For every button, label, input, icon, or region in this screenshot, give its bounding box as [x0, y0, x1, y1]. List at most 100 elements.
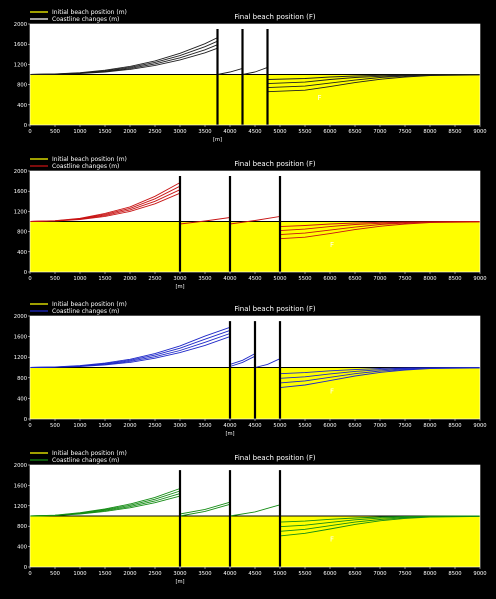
y-tick-label: 1200	[14, 504, 27, 510]
x-tick-label: 1000	[73, 423, 86, 429]
x-tick-label: 2000	[123, 423, 136, 429]
x-tick-label: 2500	[148, 423, 161, 429]
coastline-series-7	[229, 504, 281, 517]
x-tick-label: 4000	[223, 423, 236, 429]
x-tick-label: 1500	[98, 276, 111, 282]
x-tick-label: 2500	[148, 571, 161, 577]
x-tick-label: 9000	[473, 276, 486, 282]
x-tick-label: 5000	[273, 129, 286, 135]
coastline-series-4	[29, 488, 181, 517]
y-tick-label: 400	[17, 103, 27, 109]
x-tick-label: 4500	[248, 129, 261, 135]
x-tick-label: 4000	[223, 129, 236, 135]
x-tick-label: 7500	[398, 423, 411, 429]
coastline-series-5	[229, 355, 256, 367]
chart-panel-3: FF0 500 1000 1500 2000 2500 3000 3500 4000 4500 50…	[14, 301, 487, 437]
x-tick-label: 6000	[323, 276, 336, 282]
x-tick-label: 3000	[173, 571, 186, 577]
f-label-1: F	[193, 31, 197, 39]
x-tick-label: 6000	[323, 571, 336, 577]
x-tick-label: 4500	[248, 276, 261, 282]
f-label-4: F	[318, 94, 322, 102]
x-tick-label: 3500	[198, 129, 211, 135]
coastline-series-5	[217, 67, 243, 75]
legend-label-initial: Initial beach position (m)	[52, 301, 127, 308]
chart-title: Final beach position (F)	[234, 160, 316, 168]
coastline-series-10	[267, 74, 481, 93]
y-tick-label: 0	[24, 417, 27, 423]
legend-label-initial: Initial beach position (m)	[52, 156, 127, 163]
x-tick-label: 8500	[448, 276, 461, 282]
f-label-2: F	[330, 387, 334, 395]
x-tick-label: 500	[50, 129, 60, 135]
x-tick-label: 2000	[123, 571, 136, 577]
legend-label-changes: Coastline changes (m)	[52, 16, 119, 23]
x-tick-label: 9000	[473, 129, 486, 135]
x-tick-label: 9000	[473, 423, 486, 429]
x-tick-label: 5000	[273, 423, 286, 429]
x-tick-label: 5500	[298, 276, 311, 282]
chart-title: Final beach position (F)	[234, 13, 316, 21]
x-tick-label: 3000	[173, 129, 186, 135]
x-tick-label: 2000	[123, 129, 136, 135]
initial-beach-area	[30, 516, 480, 567]
x-tick-label: 8500	[448, 571, 461, 577]
x-tick-label: 8500	[448, 129, 461, 135]
x-tick-label: 6000	[323, 129, 336, 135]
x-tick-label: 7000	[373, 571, 386, 577]
x-tick-label: 8000	[423, 571, 436, 577]
legend-label-changes: Coastline changes (m)	[52, 163, 119, 170]
x-axis-label: [m]	[175, 284, 184, 290]
coastline-series-6	[242, 66, 268, 75]
f-label-4: F	[330, 536, 334, 544]
chart-panel-4: FF FF0 500 1000 1500 2000 2500 3000 3500 4000 4500…	[14, 450, 487, 585]
legend-label-initial: Initial beach position (m)	[52, 450, 127, 457]
x-tick-label: 8500	[448, 423, 461, 429]
x-tick-label: 500	[50, 423, 60, 429]
x-tick-label: 5500	[298, 423, 311, 429]
x-tick-label: 1000	[73, 571, 86, 577]
y-tick-label: 1200	[14, 355, 27, 361]
x-tick-label: 1000	[73, 276, 86, 282]
legend-label-changes: Coastline changes (m)	[52, 308, 119, 315]
coastline-series-11	[279, 367, 481, 389]
coastline-series-10	[279, 221, 481, 240]
x-axis-label: [m]	[175, 579, 184, 585]
x-tick-label: 8000	[423, 423, 436, 429]
x-tick-label: 5000	[273, 571, 286, 577]
coastline-series-11	[279, 515, 481, 537]
x-tick-label: 2000	[123, 276, 136, 282]
y-tick-label: 2000	[14, 169, 27, 175]
x-tick-label: 500	[50, 571, 60, 577]
x-tick-label: 1500	[98, 571, 111, 577]
x-tick-label: 6500	[348, 423, 361, 429]
y-tick-label: 0	[24, 565, 27, 571]
y-tick-label: 1600	[14, 483, 27, 489]
y-tick-label: 2000	[14, 463, 27, 469]
y-tick-label: 800	[17, 376, 27, 382]
f-label-1: F	[155, 472, 159, 480]
x-tick-label: 8000	[423, 276, 436, 282]
x-tick-label: 7000	[373, 276, 386, 282]
y-tick-label: 2000	[14, 22, 27, 28]
x-tick-label: 0	[28, 129, 31, 135]
y-tick-label: 400	[17, 250, 27, 256]
y-tick-label: 800	[17, 230, 27, 236]
chart-title: Final beach position (F)	[234, 305, 316, 313]
coastline-series-6	[229, 353, 256, 365]
x-tick-label: 7500	[398, 571, 411, 577]
legend-label-initial: Initial beach position (m)	[52, 9, 127, 16]
coastline-series-6	[179, 501, 231, 515]
f-label-2: F	[330, 241, 334, 249]
x-tick-label: 3500	[198, 423, 211, 429]
initial-beach-area	[30, 74, 480, 125]
f-label-3: F	[238, 487, 242, 495]
x-tick-label: 4000	[223, 571, 236, 577]
coastline-series-4	[29, 326, 231, 368]
x-tick-label: 4500	[248, 571, 261, 577]
coastline-series-9	[267, 74, 481, 89]
x-tick-label: 4000	[223, 276, 236, 282]
y-tick-label: 1200	[14, 209, 27, 215]
x-tick-label: 7000	[373, 129, 386, 135]
